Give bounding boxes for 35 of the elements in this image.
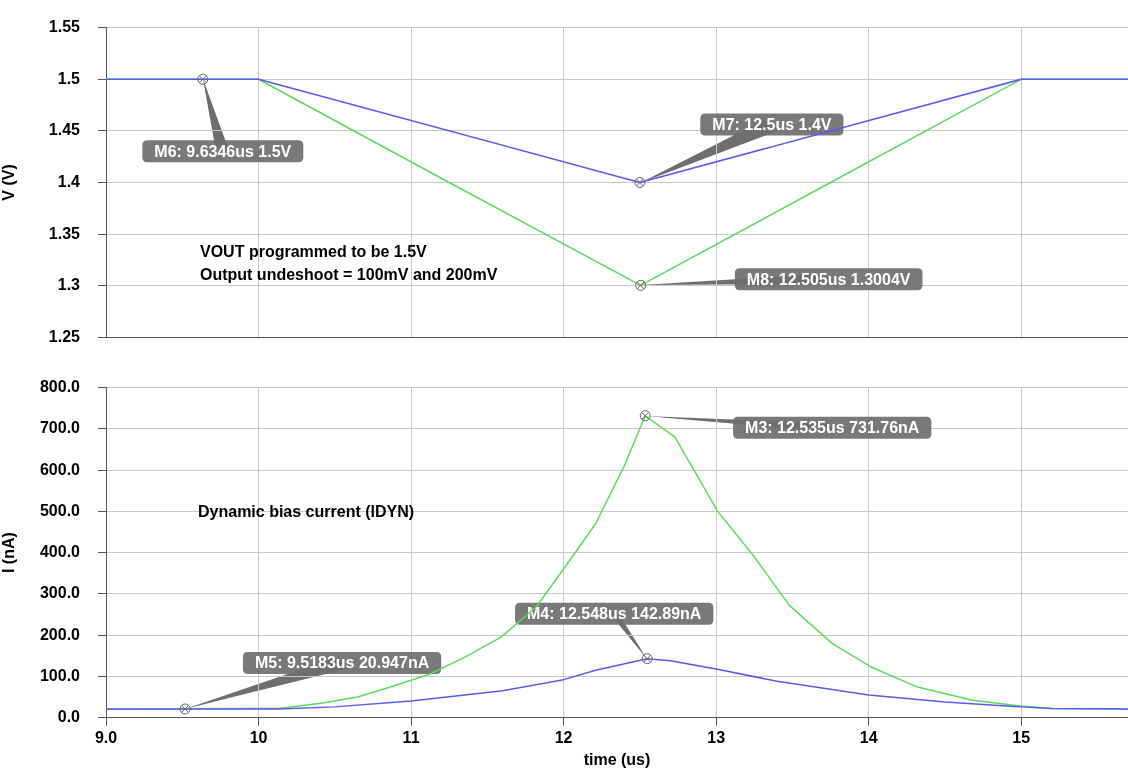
annotation: M6: 9.6346us 1.5V	[154, 142, 292, 160]
annotation: M8: 12.505us 1.3004V	[746, 270, 911, 288]
y-tick-label: 1.35	[48, 224, 81, 242]
y-tick-label: 1.55	[48, 18, 81, 36]
x-tick-label: 9.0	[94, 728, 118, 746]
annotation: M7: 12.5us 1.4V	[712, 115, 832, 133]
x-tick-label: 15	[1012, 728, 1031, 746]
y-tick-label: 1.25	[48, 327, 81, 345]
y-tick-label: 1.45	[48, 121, 81, 139]
y-axis-title: I (nA)	[0, 532, 18, 574]
annotation: M3: 12.535us 731.76nA	[745, 419, 920, 437]
y-tick-label: 200.0	[39, 625, 81, 643]
annotation: Output undeshoot = 100mV and 200mV	[200, 266, 498, 284]
annotation: M4: 12.548us 142.89nA	[527, 605, 702, 623]
annotation: Dynamic bias current (IDYN)	[198, 503, 415, 521]
x-axis-title: time (us)	[583, 750, 651, 768]
y-axis-title: V (V)	[0, 164, 18, 201]
y-tick-label: 800.0	[39, 378, 81, 396]
y-tick-label: 0.0	[57, 708, 81, 726]
annotation: M5: 9.5183us 20.947nA	[254, 654, 430, 672]
y-tick-label: 400.0	[39, 543, 81, 561]
annotation: VOUT programmed to be 1.5V	[200, 243, 428, 261]
y-tick-label: 600.0	[39, 460, 81, 478]
y-tick-label: 300.0	[39, 584, 81, 602]
x-tick-label: 12	[554, 728, 573, 746]
x-tick-label: 14	[859, 728, 878, 746]
x-tick-label: 10	[249, 728, 268, 746]
y-tick-label: 100.0	[39, 666, 81, 684]
y-tick-label: 500.0	[39, 501, 81, 519]
y-tick-label: 1.4	[57, 172, 81, 190]
y-tick-label: 1.5	[57, 69, 81, 87]
x-tick-label: 13	[707, 728, 726, 746]
y-tick-label: 1.3	[57, 276, 81, 294]
x-tick-label: 11	[402, 728, 420, 746]
y-tick-label: 700.0	[39, 419, 81, 437]
